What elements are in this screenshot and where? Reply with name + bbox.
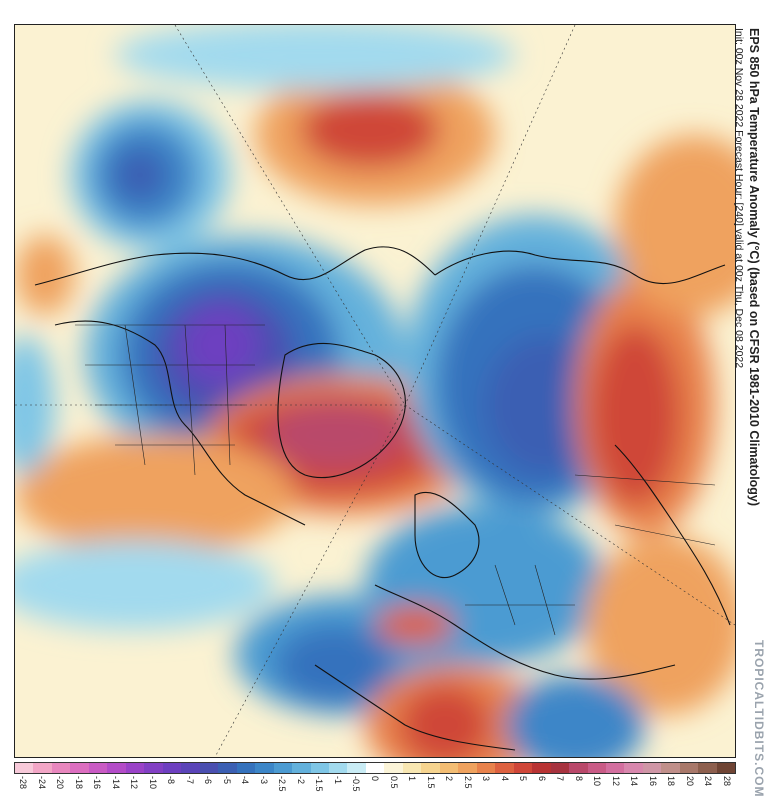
colorbar-tick-label: 18 bbox=[666, 776, 677, 787]
colorbar-tick-label: -4 bbox=[240, 776, 251, 785]
colorbar-swatch bbox=[218, 763, 237, 773]
colorbar-tick-label: -1.5 bbox=[314, 776, 325, 792]
colorbar-swatch bbox=[569, 763, 588, 773]
colorbar-swatch bbox=[698, 763, 717, 773]
colorbar-tick-label: -5 bbox=[221, 776, 232, 785]
colorbar-swatch bbox=[476, 763, 496, 773]
colorbar-swatch bbox=[624, 763, 643, 773]
colorbar-tick-label: 7 bbox=[555, 776, 566, 782]
colorbar-tick-label: 8 bbox=[573, 776, 584, 782]
colorbar-tick-label: 16 bbox=[647, 776, 658, 787]
colorbar-tick-label: 2.5 bbox=[462, 776, 473, 789]
colorbar-tick-label: -12 bbox=[129, 776, 140, 790]
colorbar-swatch bbox=[51, 763, 71, 773]
colorbar-tick-label: -10 bbox=[147, 776, 158, 790]
colorbar-tick-label: 2 bbox=[444, 776, 455, 782]
colorbar-tick-label: 6 bbox=[536, 776, 547, 782]
colorbar-swatch bbox=[642, 763, 662, 773]
colorbar-tick-label: -8 bbox=[166, 776, 177, 785]
colorbar-tick-label: 1.5 bbox=[425, 776, 436, 789]
colorbar-tick-label: 1 bbox=[407, 776, 418, 782]
anomaly-map[interactable] bbox=[14, 24, 736, 758]
colorbar-swatch bbox=[88, 763, 108, 773]
colorbar-swatch bbox=[679, 763, 699, 773]
colorbar-tick-label: -2.5 bbox=[277, 776, 288, 792]
colorbar-labels: -28 -24 -20 -18 -16 -14 -12 -10 -8 -7 -6 -5 -4 -3 -2.5… bbox=[14, 776, 736, 798]
anomaly-field bbox=[15, 25, 735, 757]
colorbar-swatch bbox=[255, 763, 274, 773]
borders bbox=[75, 324, 716, 636]
colorbar-swatch bbox=[273, 763, 293, 773]
map-subtitle: Init: 00z Nov 28 2022 Forecast Hour: [24… bbox=[733, 28, 745, 369]
colorbar-swatch bbox=[513, 763, 533, 773]
colorbar-swatch bbox=[716, 763, 736, 773]
colorbar-swatch bbox=[402, 763, 422, 773]
colorbar-swatch bbox=[384, 763, 403, 773]
colorbar-swatch bbox=[495, 763, 514, 773]
colorbar-swatch bbox=[181, 763, 200, 773]
colorbar-swatch bbox=[15, 763, 34, 773]
colorbar bbox=[14, 762, 736, 774]
colorbar-tick-label: -1 bbox=[332, 776, 343, 785]
colorbar-tick-label: -7 bbox=[184, 776, 195, 785]
colorbar-swatch bbox=[365, 763, 385, 773]
colorbar-swatch bbox=[236, 763, 256, 773]
colorbar-tick-label: -20 bbox=[55, 776, 66, 790]
colorbar-tick-label: -6 bbox=[203, 776, 214, 785]
coastlines bbox=[34, 246, 731, 751]
colorbar-tick-label: 28 bbox=[721, 776, 732, 787]
colorbar-tick-label: 4 bbox=[499, 776, 510, 782]
colorbar-swatch bbox=[347, 763, 366, 773]
colorbar-tick-label: -28 bbox=[18, 776, 29, 790]
colorbar-tick-label: 14 bbox=[629, 776, 640, 787]
colorbar-tick-label: -16 bbox=[92, 776, 103, 790]
colorbar-swatch bbox=[328, 763, 348, 773]
colorbar-tick-label: -18 bbox=[73, 776, 84, 790]
colorbar-tick-label: 20 bbox=[684, 776, 695, 787]
brand-watermark: TROPICALTIDBITS.COM bbox=[752, 640, 766, 798]
colorbar-tick-label: -2 bbox=[295, 776, 306, 785]
colorbar-swatch bbox=[107, 763, 126, 773]
colorbar-swatch bbox=[458, 763, 477, 773]
colorbar-tick-label: -3 bbox=[258, 776, 269, 785]
colorbar-swatch bbox=[606, 763, 625, 773]
colorbar-tick-label: 12 bbox=[610, 776, 621, 787]
graticule bbox=[15, 25, 735, 757]
colorbar-tick-label: 5 bbox=[518, 776, 529, 782]
colorbar-tick-label: 3 bbox=[481, 776, 492, 782]
colorbar-tick-label: -14 bbox=[110, 776, 121, 790]
map-title: EPS 850 hPa Temperature Anomaly (°C) (ba… bbox=[747, 28, 761, 507]
colorbar-swatch bbox=[144, 763, 163, 773]
colorbar-tick-label: 10 bbox=[592, 776, 603, 787]
colorbar-swatch bbox=[70, 763, 89, 773]
colorbar-swatch bbox=[587, 763, 606, 773]
colorbar-swatch bbox=[421, 763, 440, 773]
colorbar-tick-label: -24 bbox=[36, 776, 47, 790]
colorbar-swatch bbox=[661, 763, 680, 773]
colorbar-tick-label: 0 bbox=[370, 776, 380, 782]
colorbar-tick-label: 24 bbox=[703, 776, 714, 787]
colorbar-swatch bbox=[199, 763, 219, 773]
colorbar-tick-label: -0.5 bbox=[351, 776, 362, 792]
colorbar-swatch bbox=[532, 763, 551, 773]
colorbar-swatch bbox=[33, 763, 52, 773]
colorbar-swatch bbox=[310, 763, 329, 773]
colorbar-swatch bbox=[292, 763, 311, 773]
colorbar-swatch bbox=[125, 763, 145, 773]
colorbar-swatch bbox=[439, 763, 459, 773]
colorbar-swatch bbox=[162, 763, 182, 773]
colorbar-tick-label: 0.5 bbox=[388, 776, 399, 789]
colorbar-swatch bbox=[550, 763, 570, 773]
